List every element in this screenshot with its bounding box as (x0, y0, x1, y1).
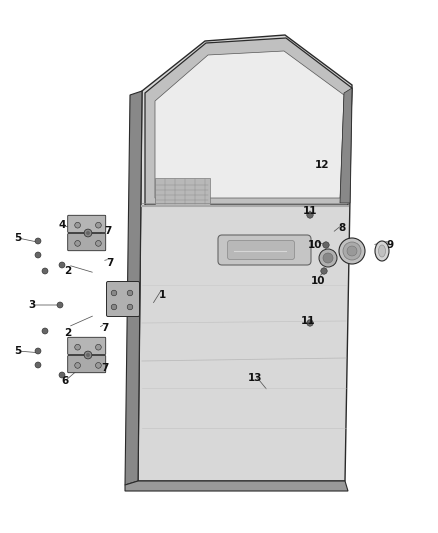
Text: 7: 7 (101, 323, 109, 333)
Text: 11: 11 (303, 206, 317, 216)
Polygon shape (155, 51, 344, 198)
Circle shape (35, 362, 41, 368)
Polygon shape (145, 38, 352, 205)
Circle shape (35, 238, 41, 244)
Text: 13: 13 (248, 373, 262, 383)
Circle shape (59, 262, 65, 268)
FancyBboxPatch shape (227, 240, 294, 260)
Circle shape (111, 304, 117, 310)
Text: 6: 6 (61, 376, 69, 386)
Polygon shape (155, 178, 210, 205)
Text: 12: 12 (315, 160, 329, 170)
Circle shape (95, 362, 101, 368)
Circle shape (75, 240, 81, 246)
Text: 7: 7 (101, 363, 109, 373)
Text: 9: 9 (386, 240, 394, 250)
FancyBboxPatch shape (68, 215, 106, 232)
Circle shape (42, 268, 48, 274)
Text: 7: 7 (106, 258, 114, 268)
Circle shape (86, 231, 90, 235)
Circle shape (84, 229, 92, 237)
Circle shape (84, 351, 92, 359)
Circle shape (343, 242, 361, 260)
Ellipse shape (378, 245, 385, 257)
Text: 5: 5 (14, 346, 21, 356)
Circle shape (127, 304, 133, 310)
Circle shape (111, 290, 117, 296)
Circle shape (75, 344, 81, 350)
Circle shape (323, 253, 333, 263)
Circle shape (95, 344, 101, 350)
FancyBboxPatch shape (68, 337, 106, 354)
Circle shape (323, 242, 329, 248)
Circle shape (59, 372, 65, 378)
Circle shape (339, 238, 365, 264)
Text: 5: 5 (14, 233, 21, 243)
Polygon shape (138, 35, 352, 481)
Text: 4: 4 (58, 220, 66, 230)
FancyBboxPatch shape (68, 356, 106, 373)
FancyBboxPatch shape (218, 235, 311, 265)
Circle shape (347, 246, 357, 256)
FancyBboxPatch shape (68, 233, 106, 251)
Polygon shape (125, 481, 348, 491)
Polygon shape (340, 88, 352, 203)
Text: 10: 10 (311, 276, 325, 286)
Circle shape (95, 240, 101, 246)
Text: 10: 10 (308, 240, 322, 250)
Circle shape (307, 320, 313, 326)
Circle shape (57, 302, 63, 308)
Text: 11: 11 (301, 316, 315, 326)
Circle shape (75, 362, 81, 368)
Circle shape (307, 212, 313, 218)
Text: 3: 3 (28, 300, 35, 310)
Circle shape (42, 328, 48, 334)
Circle shape (35, 252, 41, 258)
Text: 1: 1 (159, 290, 166, 300)
Text: 8: 8 (339, 223, 346, 233)
Circle shape (321, 268, 327, 274)
Polygon shape (125, 91, 142, 485)
Ellipse shape (375, 241, 389, 261)
Text: 7: 7 (104, 226, 112, 236)
Circle shape (319, 249, 337, 267)
Text: 2: 2 (64, 266, 72, 276)
FancyBboxPatch shape (106, 281, 139, 317)
Circle shape (35, 348, 41, 354)
Circle shape (95, 222, 101, 228)
Circle shape (86, 353, 90, 357)
Circle shape (127, 290, 133, 296)
Text: 2: 2 (64, 328, 72, 338)
Circle shape (75, 222, 81, 228)
